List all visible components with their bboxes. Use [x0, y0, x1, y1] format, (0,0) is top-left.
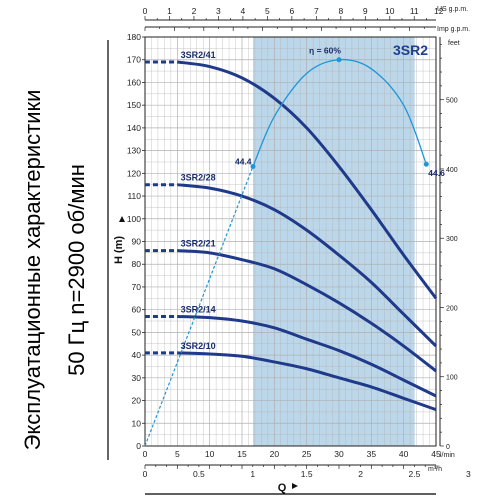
- y-tick-label: 150: [127, 100, 141, 110]
- usgpm-tick-label: 3: [216, 6, 221, 16]
- y-tick-label: 100: [127, 214, 141, 224]
- y-tick-label: 10: [132, 418, 142, 428]
- grid-layer: [144, 36, 437, 447]
- y-tick-label: 0: [136, 441, 141, 451]
- y-tick-label: 160: [127, 77, 141, 87]
- m3h-unit-label: m³/h: [428, 466, 442, 473]
- usgpm-tick-label: 2: [192, 6, 197, 16]
- m3h-tick-label: 0: [143, 469, 148, 479]
- feet-tick-label: 500: [446, 98, 458, 105]
- usgpm-tick-label: 1: [167, 6, 172, 16]
- curve-3SR2-41: [177, 60, 438, 300]
- curve-3SR2-28: [177, 183, 438, 348]
- y-tick-label: 110: [127, 191, 141, 201]
- feet-tick-label: 400: [446, 167, 458, 174]
- curve-label-3SR2-14: 3SR2/14: [181, 304, 216, 314]
- x-axis-title: Q: [278, 482, 287, 494]
- efficiency-layer: [144, 57, 429, 447]
- feet-tick-label: 100: [446, 375, 458, 382]
- usgpm-tick-label: 8: [338, 6, 343, 16]
- usgpm-tick-label: 11: [410, 6, 419, 16]
- m3h-tick-label: 2.5: [409, 469, 421, 479]
- curve-3SR2-14: [177, 314, 437, 398]
- efficiency-peak-label: η = 60%: [309, 46, 341, 56]
- m3h-tick-label: 2: [358, 469, 363, 479]
- usgpm-tick-label: 7: [314, 6, 319, 16]
- y-tick-label: 60: [132, 305, 142, 315]
- y-tick-label: 40: [132, 350, 142, 360]
- efficiency-peak-point: [336, 57, 342, 63]
- m3h-tick-label: 3: [466, 469, 471, 479]
- y-tick-label: 90: [132, 237, 142, 247]
- curve-label-3SR2-41: 3SR2/41: [181, 50, 216, 60]
- efficiency-start-point: [250, 164, 256, 170]
- labels-layer: H (m) Q 3SR2 3SR2/41 3SR2/28 3SR2/21 3SR2/14 3S…: [113, 42, 445, 495]
- usgpm-tick-label: 4: [241, 6, 246, 16]
- y-tick-label: 180: [127, 32, 141, 42]
- efficiency-end-point: [423, 161, 429, 167]
- model-label: 3SR2: [393, 42, 428, 58]
- side-title-line2: 50 Гц n=2900 об/мин: [64, 164, 89, 376]
- feet-tick-label: 200: [446, 305, 458, 312]
- curve-label-3SR2-21: 3SR2/21: [181, 239, 216, 249]
- y-tick-label: 130: [127, 146, 141, 156]
- curve-3SR2-10: [177, 351, 437, 412]
- x-tick-label: 45: [431, 449, 441, 459]
- side-title-line1: Эксплуатационные характеристики: [20, 90, 45, 451]
- curve-label-3SR2-10: 3SR2/10: [181, 341, 216, 351]
- impgpm-unit-label: Imp g.p.m.: [437, 26, 470, 33]
- y-tick-label: 70: [132, 282, 142, 292]
- x-unit-label: l/min: [440, 452, 455, 459]
- m3h-tick-label: 1.5: [301, 469, 313, 479]
- y-axis-arrow-icon: [119, 216, 125, 222]
- curve-label-3SR2-28: 3SR2/28: [181, 173, 216, 183]
- feet-tick-label: 0: [446, 444, 450, 451]
- y-tick-label: 170: [127, 55, 141, 65]
- m3h-tick-label: 1: [250, 469, 255, 479]
- y-tick-label: 30: [132, 373, 142, 383]
- feet-tick-label: 300: [446, 236, 458, 243]
- x-tick-label: 40: [399, 449, 409, 459]
- usgpm-tick-label: 10: [385, 6, 395, 16]
- axes-layer: 0102030405060708090100110120130140150160…: [127, 6, 471, 479]
- x-tick-label: 10: [205, 449, 215, 459]
- x-tick-label: 35: [367, 449, 377, 459]
- x-tick-label: 0: [143, 449, 148, 459]
- usgpm-tick-label: 5: [265, 6, 270, 16]
- usgpm-unit-label: US g.p.m.: [437, 6, 468, 13]
- x-tick-label: 20: [270, 449, 280, 459]
- x-tick-label: 25: [302, 449, 312, 459]
- usgpm-tick-label: 0: [143, 6, 148, 16]
- y-tick-label: 20: [132, 396, 142, 406]
- y-axis-title: H (m): [113, 236, 125, 264]
- usgpm-tick-label: 6: [289, 6, 294, 16]
- x-tick-label: 15: [237, 449, 247, 459]
- y-tick-label: 140: [127, 123, 141, 133]
- m3h-tick-label: 0.5: [193, 469, 205, 479]
- efficiency-start-label: 44.4: [235, 157, 252, 167]
- x-tick-label: 30: [334, 449, 344, 459]
- x-tick-label: 5: [175, 449, 180, 459]
- usgpm-tick-label: 12: [434, 6, 444, 16]
- efficiency-end-label: 44.6: [428, 168, 445, 178]
- y-tick-label: 80: [132, 259, 142, 269]
- feet-unit-label: feet: [448, 40, 460, 47]
- x-axis-arrow-icon: [292, 483, 298, 489]
- usgpm-tick-label: 9: [363, 6, 368, 16]
- y-tick-label: 50: [132, 327, 142, 337]
- y-tick-label: 120: [127, 168, 141, 178]
